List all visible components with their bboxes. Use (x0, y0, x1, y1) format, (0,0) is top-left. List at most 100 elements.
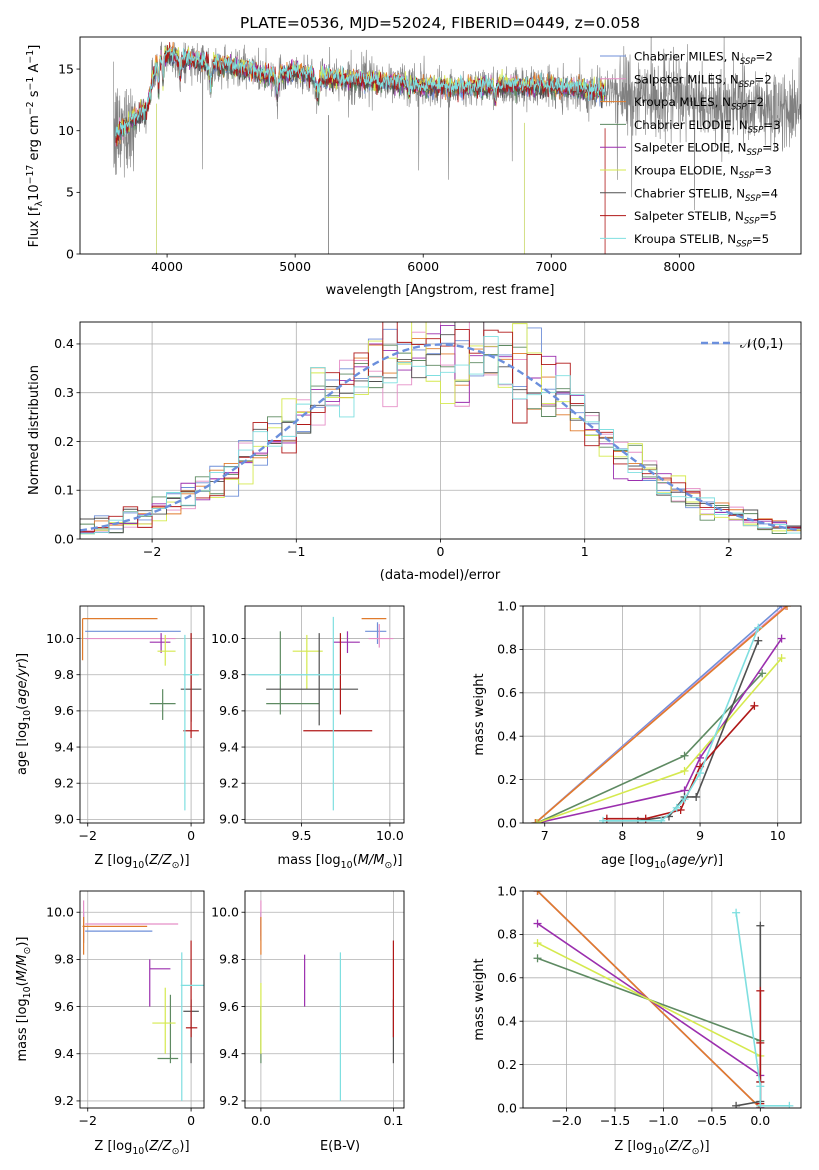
errorbar-salpeter-miles (368, 624, 394, 648)
tick-label-x: 0.0 (251, 1113, 271, 1128)
axes-frame (244, 605, 405, 824)
tick-label-x: 7 (541, 828, 549, 843)
tick-label-x: −2 (143, 544, 161, 559)
series-kroupa-elodie (533, 939, 765, 1060)
tick-label-y: 0.1 (54, 483, 74, 498)
y-axis-label: mass [log10(M/M⊙)] (15, 936, 33, 1061)
tick-label-y: 0.8 (497, 642, 517, 657)
plot-area (533, 891, 794, 1108)
errorbar-kroupa-miles (81, 618, 158, 661)
tick-label-x: 5000 (279, 259, 311, 274)
ticks: −2 0 9.2 9.4 9.6 9.8 10.0 (46, 905, 195, 1128)
tick-label-x: 10 (770, 828, 786, 843)
series-line (537, 942, 761, 1057)
tick-label-x: −2 (79, 1113, 97, 1128)
tick-label-x: 8000 (663, 259, 695, 274)
tick-label-y: 9.8 (54, 952, 74, 967)
legend-label: Kroupa MILES, NSSP=2 (634, 95, 764, 113)
x-axis-label: mass [log10(M/M⊙)] (277, 853, 402, 871)
ticks: 9.5 10.0 9.0 9.2 9.4 9.6 9.8 10.0 (211, 631, 404, 843)
tick-label-y: 9.4 (219, 739, 239, 754)
panel-age_vs_Z: −2 0 9.0 9.2 9.4 9.6 9.8 10.0 Z [log10(Z/Z⊙)] age… (15, 605, 205, 871)
errorbar-chabrier-miles (365, 622, 387, 644)
tick-label-y: 0.4 (497, 1014, 517, 1029)
plot-area (531, 606, 792, 823)
series-chabrier-stelib (602, 636, 763, 823)
errorbar-salpeter-stelib (185, 940, 198, 1038)
ticks: 4000 5000 6000 7000 8000 0 5 10 15 (58, 61, 695, 274)
tick-label-x: 10.0 (376, 828, 404, 843)
tick-label-y: 0.4 (497, 729, 517, 744)
axes-frame (522, 605, 802, 824)
tick-label-x: 0 (187, 1113, 195, 1128)
tick-label-y: 9.6 (54, 999, 74, 1014)
y-axis-label: Normed distribution (27, 365, 42, 495)
series-model-kroupa-stelib (115, 46, 606, 137)
panel-spectrum: 4000 5000 6000 7000 8000 0 5 10 15 wavelength [An… (25, 36, 802, 298)
errorbar-kroupa-stelib (180, 952, 204, 1101)
tick-label-y: 0.0 (497, 815, 517, 830)
series-salpeter-elodie (532, 634, 786, 823)
tick-label-y: 0.0 (54, 531, 74, 546)
series-line (602, 627, 760, 822)
series-salpeter-elodie (533, 919, 765, 1108)
axes-frame (79, 890, 205, 1109)
tick-label-x: 9.5 (292, 828, 312, 843)
tick-label-y: 10.0 (46, 631, 74, 646)
axes-frame (79, 605, 205, 824)
ticks: 7 8 9 10 0.0 0.2 0.4 0.6 0.8 1.0 (497, 598, 786, 843)
errorbar-kroupa-stelib (248, 616, 341, 811)
tick-label-y: 10.0 (211, 631, 239, 646)
plot-area (81, 618, 202, 811)
tick-label-x: −1 (287, 544, 305, 559)
axes-frame (79, 321, 802, 540)
y-axis-label: Flux [fλ10−17 erg cm−2 s−1 A−1] (25, 45, 45, 248)
errorbar-kroupa-elodie (292, 634, 323, 690)
legend-label: Salpeter MILES, NSSP=2 (634, 72, 772, 90)
tick-label-y: 0.6 (497, 685, 517, 700)
series-kroupa-elodie (532, 654, 786, 823)
plot-area (80, 322, 801, 535)
panel-weight_vs_Z: −2.0 −1.5 −1.0 −0.5 0.0 0.0 0.2 0.4 0.6 0.8 1.0 Z [… (472, 883, 802, 1157)
legend-label: Chabrier STELIB, NSSP=4 (634, 186, 778, 204)
tick-label-y: 9.8 (219, 667, 239, 682)
legend: Chabrier MILES, NSSP=2 Salpeter MILES, NS… (600, 50, 781, 250)
tick-label-y: 9.4 (54, 739, 74, 754)
legend-label: Salpeter ELODIE, NSSP=3 (634, 141, 779, 159)
grid (245, 606, 404, 823)
series-line (537, 922, 762, 1108)
series-kroupa-miles (531, 606, 792, 823)
axes-frame (79, 36, 802, 255)
tick-label-y: 9.8 (54, 667, 74, 682)
tick-label-x: 2 (725, 544, 733, 559)
tick-label-y: 9.2 (54, 776, 74, 791)
tick-label-x: 0 (437, 544, 445, 559)
tick-label-y: 5 (66, 185, 74, 200)
legend-label: Kroupa STELIB, NSSP=5 (634, 232, 769, 250)
plot-area (113, 37, 801, 254)
tick-label-x: −1.5 (600, 1113, 630, 1128)
tick-label-y: 9.6 (219, 999, 239, 1014)
tick-label-y: 9.2 (54, 1093, 74, 1108)
x-axis-label: E(B-V) (320, 1139, 360, 1154)
legend-label: Chabrier MILES, NSSP=2 (634, 50, 773, 68)
tick-label-x: 4000 (151, 259, 183, 274)
tick-label-y: 10 (58, 123, 74, 138)
tick-label-x: −2.0 (551, 1113, 581, 1128)
errorbar-chabrier-stelib (266, 633, 359, 726)
tick-label-y: 9.4 (54, 1046, 74, 1061)
ticks: 0.0 0.1 9.2 9.4 9.6 9.8 10.0 (211, 905, 403, 1128)
tick-label-y: 15 (58, 61, 74, 76)
histogram-salpeter-stelib (80, 322, 801, 533)
panel-age_vs_mass: 9.5 10.0 9.0 9.2 9.4 9.6 9.8 10.0 mass [log10(M/… (211, 605, 405, 871)
tick-label-x: 0.1 (383, 1113, 403, 1128)
tick-label-y: 9.2 (219, 1093, 239, 1108)
tick-label-x: −0.5 (697, 1113, 727, 1128)
series-line (606, 640, 760, 822)
errorbar-salpeter-miles (83, 900, 179, 941)
axes-frame (522, 890, 802, 1109)
errorbar-chabrier-elodie (149, 689, 176, 720)
tick-label-y: 9.0 (219, 812, 239, 827)
histogram-kroupa-stelib (80, 336, 801, 535)
